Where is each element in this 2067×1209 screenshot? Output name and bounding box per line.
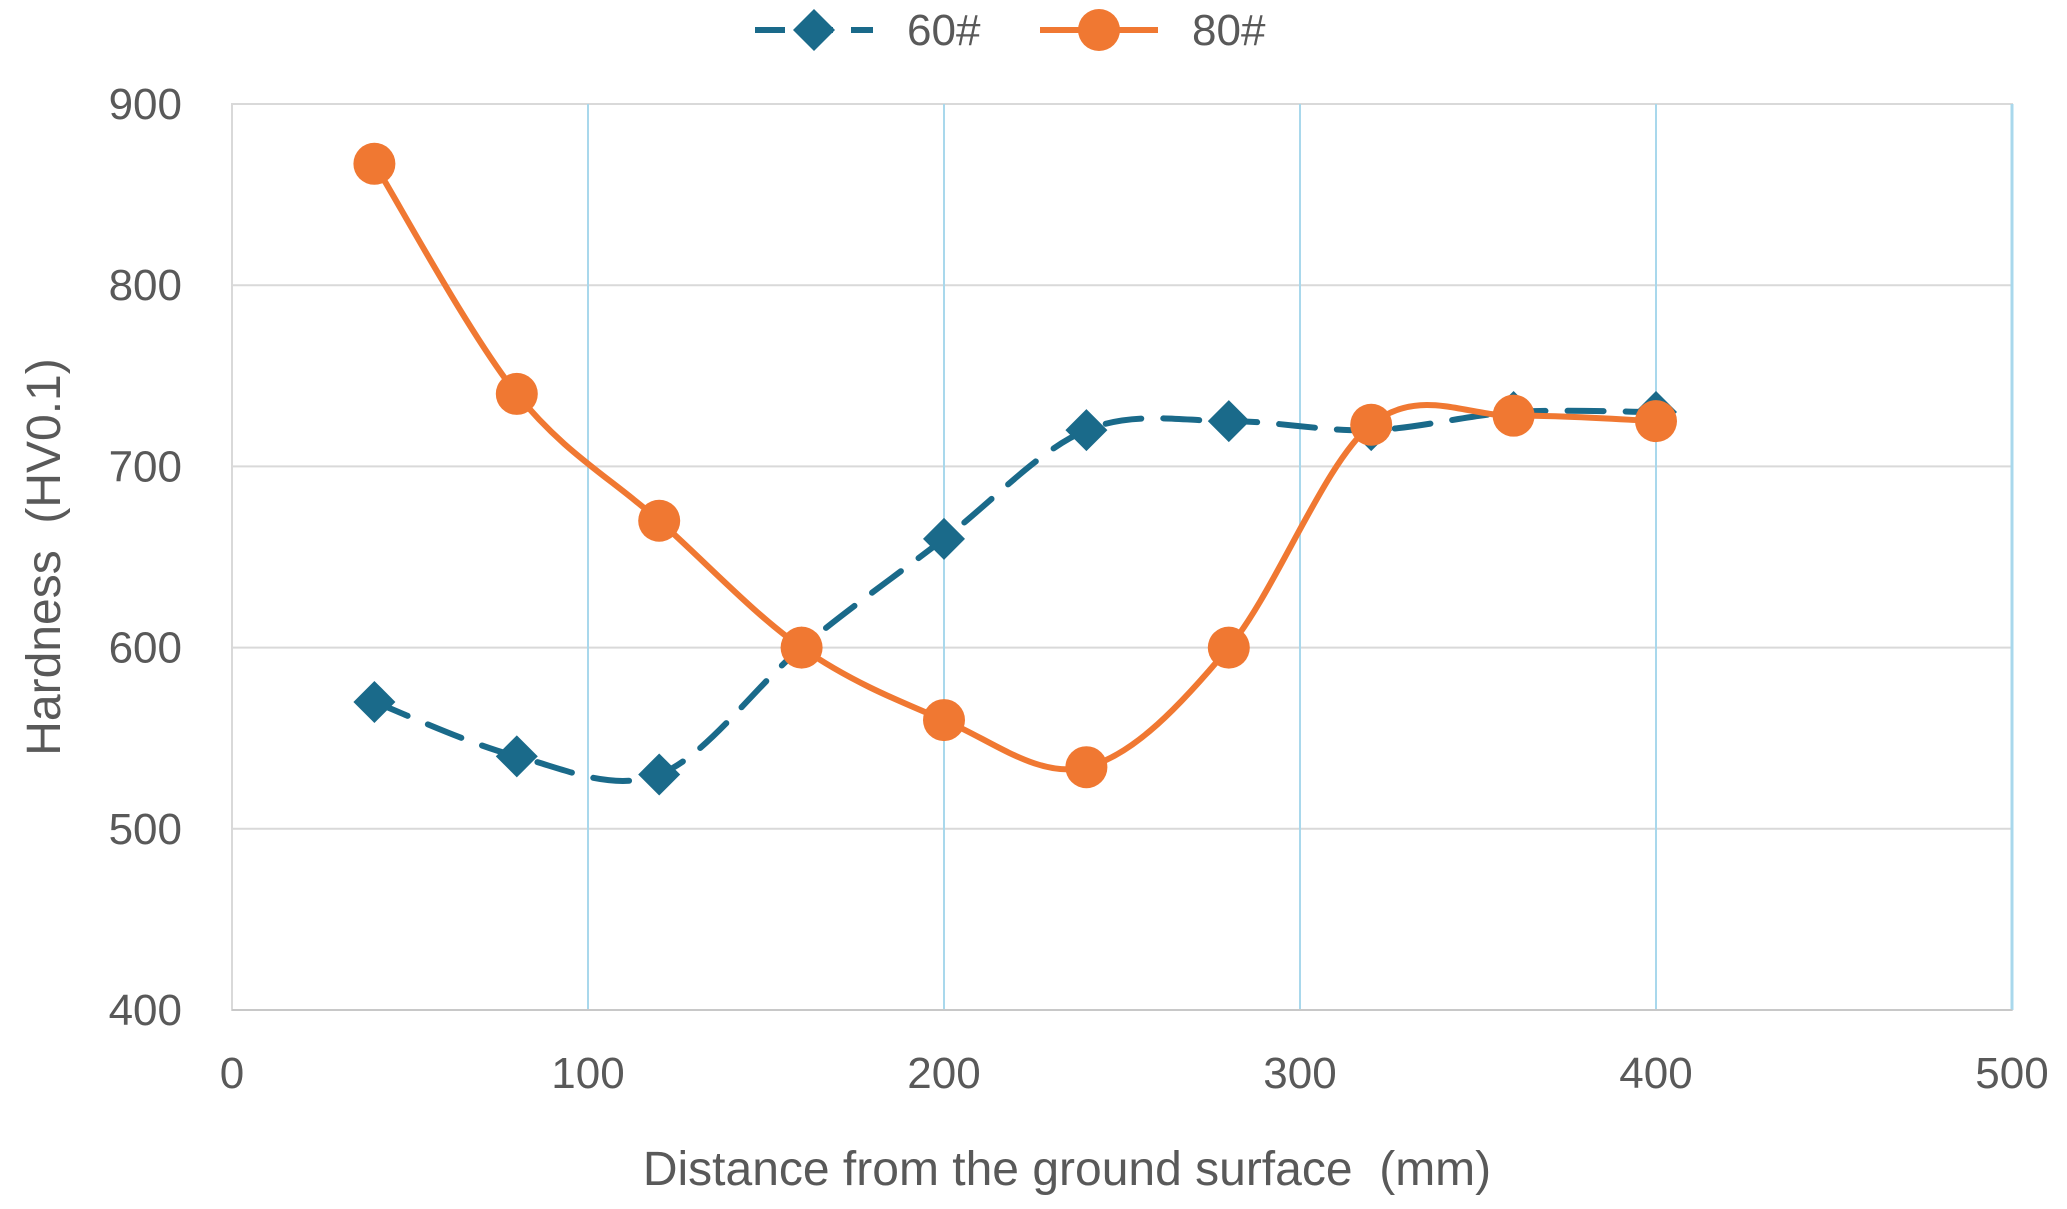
y-tick-label-600: 600 (109, 624, 182, 673)
y-tick-label-700: 700 (109, 442, 182, 491)
data-point-80-80 (495, 372, 538, 415)
legend-label-80: 80# (1192, 6, 1266, 55)
y-axis-title: Hardness (HV0.1) (18, 358, 71, 755)
y-tick-label-800: 800 (109, 261, 182, 310)
y-tick-label-400: 400 (109, 986, 182, 1035)
data-point-60-240 (1065, 409, 1108, 452)
legend-marker-80 (1078, 9, 1120, 51)
data-point-60-200 (923, 517, 965, 560)
legend: 60# 80# (755, 6, 1266, 55)
axes: 400 500 600 700 800 900 0 100 200 300 400 500 (109, 80, 2049, 1098)
data-point-60-40 (353, 680, 396, 723)
series-line-80 (371, 160, 1659, 773)
x-tick-label-500: 500 (1975, 1049, 2048, 1098)
plot-area (231, 103, 2013, 1011)
data-point-80-240 (1065, 746, 1108, 789)
data-point-80-200 (923, 699, 965, 742)
x-tick-label-0: 0 (220, 1049, 244, 1098)
series (353, 142, 1677, 796)
series-line-60 (371, 407, 1659, 784)
y-tick-label-500: 500 (109, 805, 182, 854)
legend-label-60: 60# (907, 6, 981, 55)
x-tick-label-300: 300 (1263, 1049, 1336, 1098)
y-tick-label-900: 900 (109, 80, 182, 129)
data-point-80-400 (1635, 400, 1677, 443)
legend-marker-60 (793, 9, 835, 51)
data-point-60-120 (638, 753, 681, 796)
x-tick-label-400: 400 (1619, 1049, 1692, 1098)
data-point-80-40 (353, 142, 396, 185)
data-point-80-160 (780, 626, 823, 669)
x-tick-label-100: 100 (551, 1049, 624, 1098)
data-point-60-280 (1207, 400, 1250, 443)
data-point-80-360 (1492, 394, 1535, 437)
data-point-80-320 (1350, 403, 1393, 446)
data-point-80-280 (1207, 626, 1250, 669)
data-point-60-80 (495, 735, 538, 778)
x-tick-label-200: 200 (907, 1049, 980, 1098)
x-axis-title: Distance from the ground surface (mm) (643, 1143, 1491, 1196)
data-point-80-120 (638, 499, 681, 542)
